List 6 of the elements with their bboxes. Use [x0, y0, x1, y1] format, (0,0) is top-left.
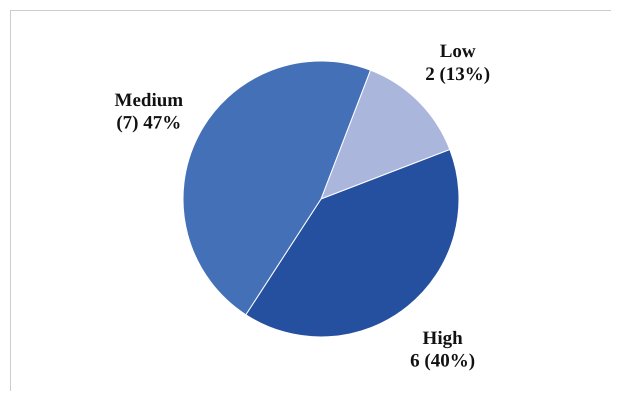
- data-label: 2 (13%): [425, 63, 490, 84]
- slice-label: High: [422, 327, 464, 348]
- slice-label: Low: [440, 40, 476, 62]
- slice-label: Medium: [114, 89, 184, 110]
- data-label: 6 (40%): [410, 350, 476, 372]
- data-label: (7) 47%: [116, 112, 182, 134]
